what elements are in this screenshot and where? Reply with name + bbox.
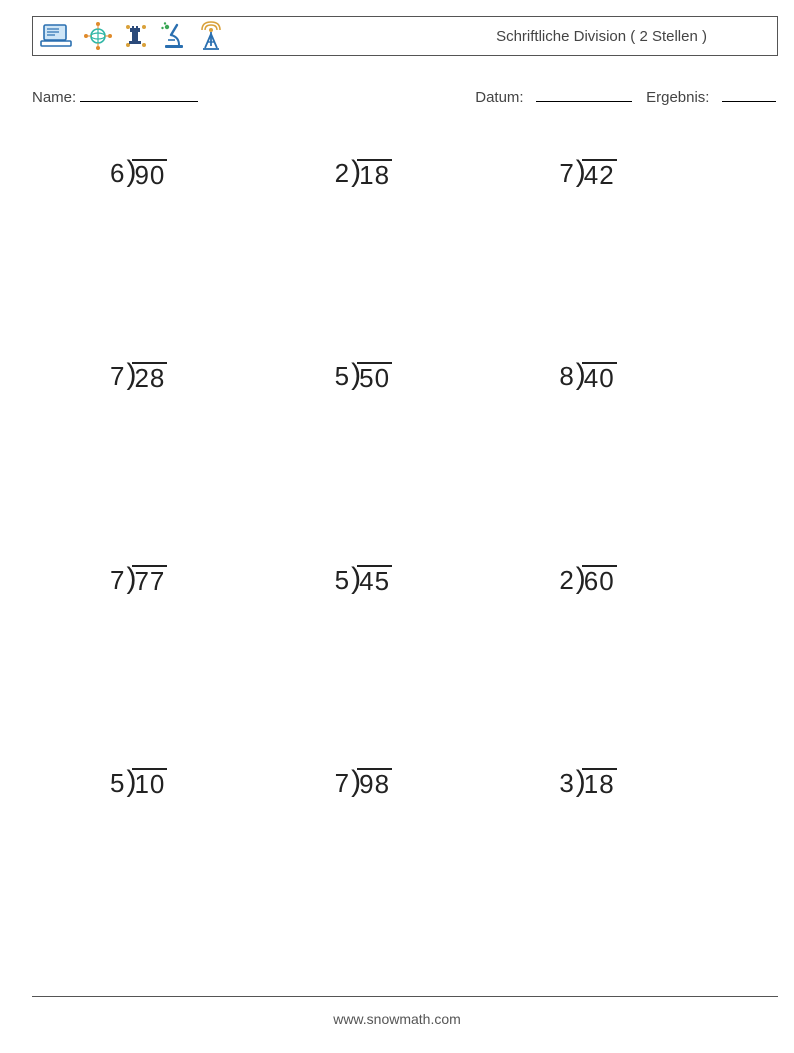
date-result-group: Datum: Ergebnis: [475,86,776,106]
microscope-icon [159,21,187,51]
footer-divider [32,996,778,997]
dividend: 42 [582,159,617,188]
problem-cell: 5 ) 10 [60,760,285,963]
globe-network-icon [83,21,113,51]
division-bracket: ) [126,767,136,797]
dividend: 18 [582,768,617,797]
divisor: 5 [335,363,351,389]
division-bracket: ) [126,360,136,390]
divisor: 5 [335,567,351,593]
problems-grid: 6 ) 90 2 ) 18 7 ) 42 7 ) 28 [60,150,734,963]
problem-cell: 2 ) 18 [285,150,510,353]
divisor: 2 [559,567,575,593]
long-division-problem: 8 ) 40 [559,361,616,391]
long-division-problem: 5 ) 45 [335,565,392,595]
long-division-problem: 2 ) 18 [335,158,392,188]
division-bracket: ) [576,157,586,187]
dividend: 28 [132,362,167,391]
dividend: 18 [357,159,392,188]
division-bracket: ) [351,360,361,390]
long-division-problem: 7 ) 77 [110,565,167,595]
problem-cell: 5 ) 50 [285,353,510,556]
name-blank[interactable] [80,86,198,102]
division-bracket: ) [351,564,361,594]
divisor: 6 [110,160,126,186]
division-bracket: ) [576,564,586,594]
laptop-icon [39,22,73,50]
result-label: Ergebnis: [646,89,709,106]
dividend: 50 [357,362,392,391]
divisor: 7 [110,567,126,593]
long-division-problem: 2 ) 60 [559,565,616,595]
problem-cell: 7 ) 98 [285,760,510,963]
problem-cell: 6 ) 90 [60,150,285,353]
antenna-icon [197,20,225,52]
date-label: Datum: [475,89,523,106]
dividend: 10 [132,768,167,797]
result-blank[interactable] [722,86,776,102]
divisor: 7 [559,160,575,186]
header-icon-row [39,20,225,52]
divisor: 2 [335,160,351,186]
problem-cell: 5 ) 45 [285,557,510,760]
divisor: 7 [335,770,351,796]
footer-url: www.snowmath.com [0,1011,794,1027]
problem-cell: 8 ) 40 [509,353,734,556]
result-field-group: Ergebnis: [646,86,776,106]
dividend: 60 [582,565,617,594]
name-label: Name: [32,89,76,106]
date-blank[interactable] [536,86,632,102]
division-bracket: ) [351,157,361,187]
division-bracket: ) [126,157,136,187]
problem-cell: 7 ) 42 [509,150,734,353]
date-field-group: Datum: [475,86,632,106]
long-division-problem: 7 ) 98 [335,768,392,798]
dividend: 98 [357,768,392,797]
problem-cell: 7 ) 28 [60,353,285,556]
long-division-problem: 3 ) 18 [559,768,616,798]
long-division-problem: 5 ) 50 [335,361,392,391]
division-bracket: ) [576,767,586,797]
dividend: 40 [582,362,617,391]
problem-cell: 2 ) 60 [509,557,734,760]
division-bracket: ) [576,360,586,390]
long-division-problem: 5 ) 10 [110,768,167,798]
problem-cell: 3 ) 18 [509,760,734,963]
info-line: Name: Datum: Ergebnis: [32,86,776,106]
divisor: 3 [559,770,575,796]
long-division-problem: 7 ) 28 [110,361,167,391]
division-bracket: ) [351,767,361,797]
division-bracket: ) [126,564,136,594]
divisor: 7 [110,363,126,389]
worksheet-title: Schriftliche Division ( 2 Stellen ) [496,28,767,45]
worksheet-page: Schriftliche Division ( 2 Stellen ) Name… [0,0,794,1053]
long-division-problem: 6 ) 90 [110,158,167,188]
dividend: 77 [132,565,167,594]
dividend: 45 [357,565,392,594]
chess-rook-icon [123,21,149,51]
divisor: 8 [559,363,575,389]
name-field-group: Name: [32,86,198,106]
divisor: 5 [110,770,126,796]
problem-cell: 7 ) 77 [60,557,285,760]
long-division-problem: 7 ) 42 [559,158,616,188]
header-box: Schriftliche Division ( 2 Stellen ) [32,16,778,56]
dividend: 90 [132,159,167,188]
